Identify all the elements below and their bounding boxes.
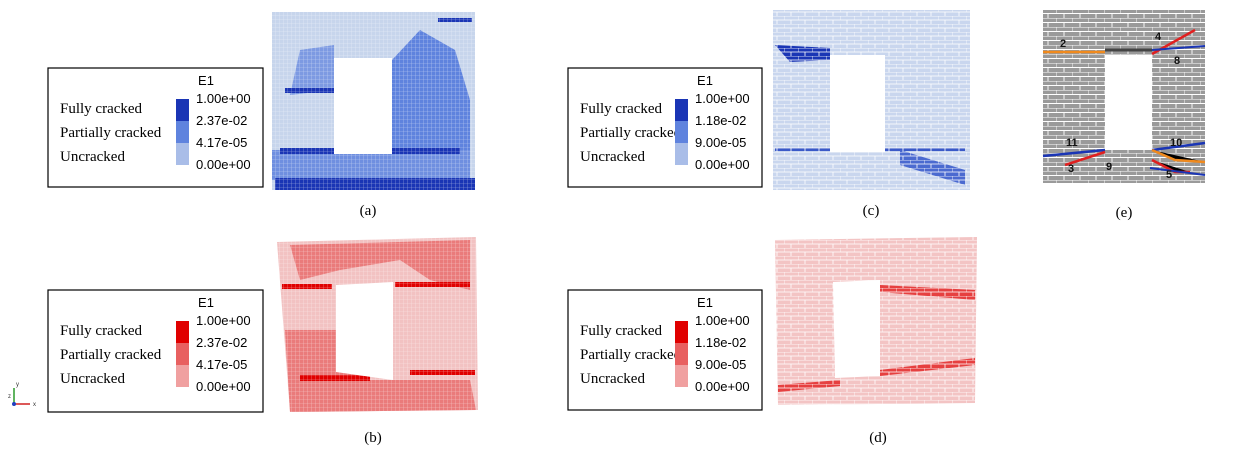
colorbar-tick: 4.17e-05 [196,135,247,150]
colorbar-segment [176,321,189,343]
legend-title: E1 [697,295,713,310]
colorbar-tick: 2.37e-02 [196,113,247,128]
colorbar-tick: 1.18e-02 [695,113,746,128]
colorbar-segment [675,121,688,143]
colorbar-tick: 1.00e+00 [695,91,750,106]
caption: (c) [863,203,880,219]
legend-label: Fully cracked [580,323,663,339]
caption: (a) [360,203,377,219]
axis-letter: y [16,382,19,388]
crack-label: 5 [1166,169,1172,181]
legend-box [47,67,264,188]
legend-label: Uncracked [580,371,645,387]
legend-label: Fully cracked [60,323,143,339]
legend-title: E1 [198,73,214,88]
legend-box [567,289,763,411]
legend-label: Fully cracked [580,101,663,117]
axis-triad [12,388,30,406]
crack-label: 2 [1060,38,1066,50]
colorbar-segment [176,365,189,387]
legend-label: Partially cracked [60,125,162,141]
colorbar-tick: 1.00e+00 [196,313,251,328]
wall-d [775,237,977,405]
colorbar-segment [176,121,189,143]
legend-title: E1 [697,73,713,88]
colorbar-tick: 1.00e+00 [695,313,750,328]
wall-c [773,10,970,190]
colorbar-segment [675,99,688,121]
wall-a [272,12,475,190]
colorbar-tick: 0.00e+00 [695,157,750,172]
crack-label: 11 [1066,137,1078,149]
colorbar-tick: 0.00e+00 [196,379,251,394]
crack-label: 10 [1170,137,1182,149]
legend-box [567,67,763,188]
caption: (d) [869,430,887,446]
colorbar-segment [176,343,189,365]
legend-label: Uncracked [60,371,125,387]
legend-box [47,289,264,413]
legend-label: Partially cracked [60,347,162,363]
legend-label: Fully cracked [60,101,143,117]
legend-title: E1 [198,295,214,310]
caption: (b) [364,430,382,446]
legend-label: Partially cracked [580,125,682,141]
colorbar-segment [176,99,189,121]
colorbar-segment [675,143,688,165]
colorbar-tick: 0.00e+00 [196,157,251,172]
colorbar-tick: 1.18e-02 [695,335,746,350]
crack-label: 8 [1174,55,1180,67]
legend-label: Uncracked [580,149,645,165]
colorbar-tick: 2.37e-02 [196,335,247,350]
colorbar-tick: 4.17e-05 [196,357,247,372]
caption: (e) [1116,205,1133,221]
colorbar-segment [176,143,189,165]
axis-letter: x [33,402,36,408]
colorbar-tick: 9.00e-05 [695,357,746,372]
colorbar-tick: 1.00e+00 [196,91,251,106]
axis-letter: z [8,394,11,400]
crack-label: 4 [1155,31,1162,43]
crack-label: 9 [1106,161,1112,173]
colorbar-tick: 0.00e+00 [695,379,750,394]
crack-label: 3 [1068,163,1074,175]
wall-b [277,237,478,412]
colorbar-segment [675,321,688,343]
legend-label: Uncracked [60,149,125,165]
colorbar-segment [675,343,688,365]
wall-e [1042,10,1206,183]
colorbar-tick: 9.00e-05 [695,135,746,150]
legend-label: Partially cracked [580,347,682,363]
colorbar-segment [675,365,688,387]
